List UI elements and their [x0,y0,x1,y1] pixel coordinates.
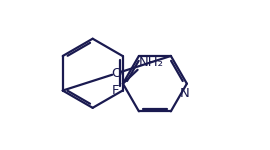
Text: O: O [112,67,122,80]
Text: F: F [111,84,119,97]
Text: NH₂: NH₂ [139,56,163,69]
Text: N: N [180,87,190,100]
